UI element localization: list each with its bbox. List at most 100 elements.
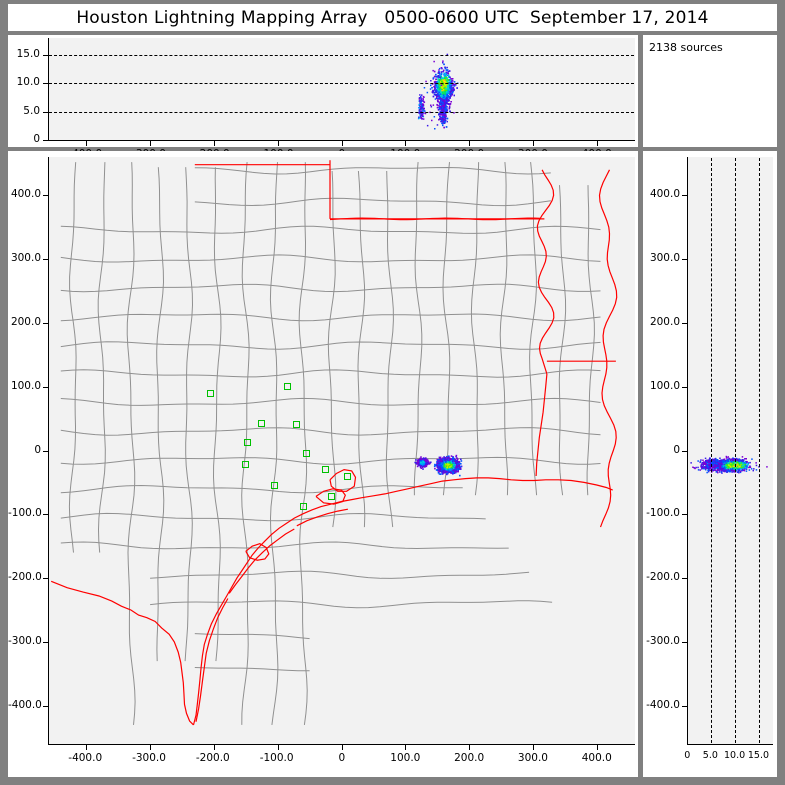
- lma-station-marker: [299, 503, 307, 511]
- top-x-tick: [86, 141, 88, 146]
- top-x-tick: [341, 141, 343, 146]
- lma-station-marker: [283, 383, 291, 391]
- right-y-tick-label: 300.0: [649, 252, 680, 265]
- top-x-tick: [469, 141, 471, 146]
- map-x-tick-label: 300.0: [517, 752, 548, 764]
- top-x-tick: [405, 141, 407, 146]
- source-count-label: 2138 sources: [649, 41, 723, 54]
- right-x-tick-label: 5.0: [702, 750, 718, 761]
- top-y-tick: [43, 55, 48, 56]
- map-y-tick: [43, 641, 48, 643]
- map-y-axis: [48, 157, 49, 744]
- map-x-tick: [150, 745, 152, 750]
- altitude-time-panel: 05.010.015.0-400.0-300.0-200.0-100.00100…: [8, 35, 638, 160]
- right-plot-area: [687, 157, 773, 744]
- lma-station-marker: [242, 461, 250, 469]
- right-gridline: [758, 158, 760, 743]
- right-y-tick-label: -200.0: [646, 571, 680, 584]
- right-x-axis: [687, 744, 773, 745]
- top-gridline: [49, 55, 634, 56]
- top-x-axis: [48, 140, 635, 141]
- lma-station-marker: [207, 389, 215, 397]
- right-y-tick: [682, 322, 687, 324]
- top-x-tick: [213, 141, 215, 146]
- map-x-tick: [341, 745, 343, 750]
- lma-station-marker: [302, 450, 310, 458]
- right-y-axis: [687, 157, 688, 744]
- title-bar: Houston Lightning Mapping Array 0500-060…: [8, 4, 777, 31]
- right-y-tick-label: -300.0: [646, 634, 680, 647]
- map-x-tick: [213, 745, 215, 750]
- top-gridline: [49, 111, 634, 113]
- map-x-tick-label: -100.0: [259, 752, 294, 764]
- northsouth-altitude-panel: 400.0 300.0 200.0 100.0 0 -100.0 -200.0 -300.0 -…: [643, 151, 777, 777]
- map-y-tick: [43, 322, 48, 324]
- right-y-tick: [682, 641, 687, 643]
- right-y-tick: [682, 195, 687, 197]
- right-y-tick-label: 200.0: [649, 315, 680, 328]
- top-y-tick: [43, 83, 48, 85]
- top-gridline: [49, 83, 634, 85]
- lma-station-marker: [328, 492, 336, 500]
- right-y-tick-label: -100.0: [646, 507, 680, 520]
- lma-station-marker: [293, 421, 301, 429]
- map-y-tick-label: 100.0: [10, 379, 41, 392]
- map-y-tick: [43, 705, 48, 707]
- map-x-tick-label: -400.0: [68, 752, 103, 764]
- map-x-tick: [532, 745, 534, 750]
- right-y-tick: [682, 705, 687, 707]
- right-x-tick-label: 0: [684, 750, 691, 761]
- top-x-tick: [532, 141, 534, 146]
- map-x-tick: [405, 745, 407, 750]
- map-sources: [414, 454, 463, 477]
- right-y-tick: [682, 450, 687, 452]
- map-x-tick: [86, 745, 88, 750]
- map-y-tick-label: -400.0: [8, 698, 42, 711]
- map-y-tick-label: 0: [34, 443, 41, 456]
- top-y-axis: [48, 38, 49, 140]
- right-y-tick-label: 400.0: [649, 188, 680, 201]
- right-y-tick: [682, 514, 687, 516]
- altitude-plot-area: [48, 38, 635, 140]
- right-gridline: [734, 158, 736, 743]
- map-x-tick-label: 400.0: [581, 752, 612, 764]
- lma-station-marker: [322, 466, 330, 474]
- top-y-tick-label: 5.0: [23, 104, 40, 117]
- lma-station-marker: [258, 420, 266, 428]
- map-y-tick: [43, 195, 48, 197]
- page-title: Houston Lightning Mapping Array 0500-060…: [76, 7, 709, 28]
- top-y-tick-label: 15.0: [16, 48, 40, 60]
- map-x-tick-label: 0: [338, 752, 346, 764]
- right-x-tick-label: 10.0: [723, 750, 746, 761]
- map-y-tick: [43, 259, 48, 261]
- top-y-tick: [43, 111, 48, 113]
- right-y-tick-label: 100.0: [649, 379, 680, 392]
- map-y-tick-label: 200.0: [10, 315, 41, 328]
- map-y-tick: [43, 514, 48, 516]
- top-panel-sources: [417, 53, 459, 130]
- map-x-tick-label: -200.0: [195, 752, 230, 764]
- top-x-tick: [277, 141, 279, 146]
- map-y-tick-label: -200.0: [8, 571, 42, 584]
- lma-station-marker: [344, 472, 352, 480]
- map-x-tick-label: 200.0: [454, 752, 485, 764]
- lma-station-marker: [243, 439, 251, 447]
- top-y-tick-label: 10.0: [16, 76, 40, 89]
- map-y-tick: [43, 578, 48, 580]
- map-y-tick: [43, 386, 48, 388]
- source-count-panel: 2138 sources: [643, 35, 777, 147]
- right-y-tick-label: -400.0: [646, 698, 680, 711]
- map-x-tick-label: 100.0: [390, 752, 421, 764]
- map-panel: 400.0 300.0 200.0 100.0 0 -100.0 -200.0 -300.0 -…: [8, 151, 638, 777]
- map-y-tick-label: -100.0: [8, 507, 42, 520]
- map-y-tick-label: 300.0: [10, 252, 41, 265]
- map-x-tick: [277, 745, 279, 750]
- map-y-tick: [43, 450, 48, 452]
- right-y-tick: [682, 386, 687, 388]
- lma-station-marker: [271, 482, 278, 490]
- right-y-tick: [682, 259, 687, 261]
- right-y-tick-label: 0: [673, 443, 680, 456]
- top-x-tick: [596, 141, 598, 146]
- right-y-tick: [682, 578, 687, 580]
